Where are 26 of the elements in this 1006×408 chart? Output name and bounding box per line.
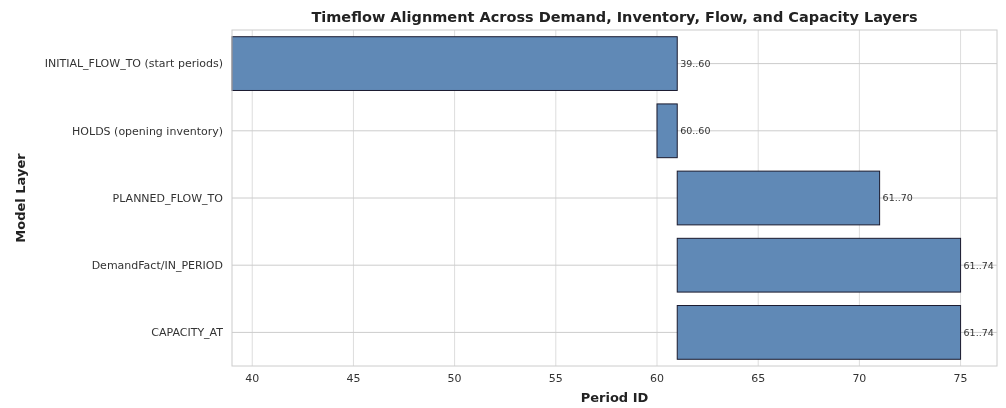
y-tick-label: DemandFact/IN_PERIOD [91,259,223,273]
x-tick-label: 65 [751,372,766,385]
bar [656,103,678,159]
data-label: 61..74 [963,259,994,271]
x-tick-label: 55 [548,372,563,385]
bar [231,36,678,91]
y-tick-label: INITIAL_FLOW_TO (start periods) [44,57,223,71]
bar [676,170,881,226]
x-tick-label: 40 [245,372,260,385]
data-label: 61..74 [963,326,994,338]
y-tick-label: CAPACITY_AT [151,326,224,340]
x-tick-label: 50 [447,372,462,385]
data-label: 60..60 [680,125,711,137]
x-tick-label: 60 [650,372,664,385]
x-tick-label: 70 [852,372,867,385]
bar [676,305,962,360]
bar [676,237,962,293]
y-tick-label: HOLDS (opening inventory) [72,124,223,138]
x-axis-title: Period ID [580,390,649,405]
data-label: 39..60 [680,57,711,69]
y-axis-title: Model Layer [13,152,28,243]
x-tick-label: 45 [346,372,361,385]
chart-title: Timeflow Alignment Across Demand, Inventory, Flow, and Capacity Layers [311,9,918,25]
y-tick-label: PLANNED_FLOW_TO [112,191,224,205]
data-label: 61..70 [882,192,913,204]
x-tick-label: 75 [953,372,968,385]
